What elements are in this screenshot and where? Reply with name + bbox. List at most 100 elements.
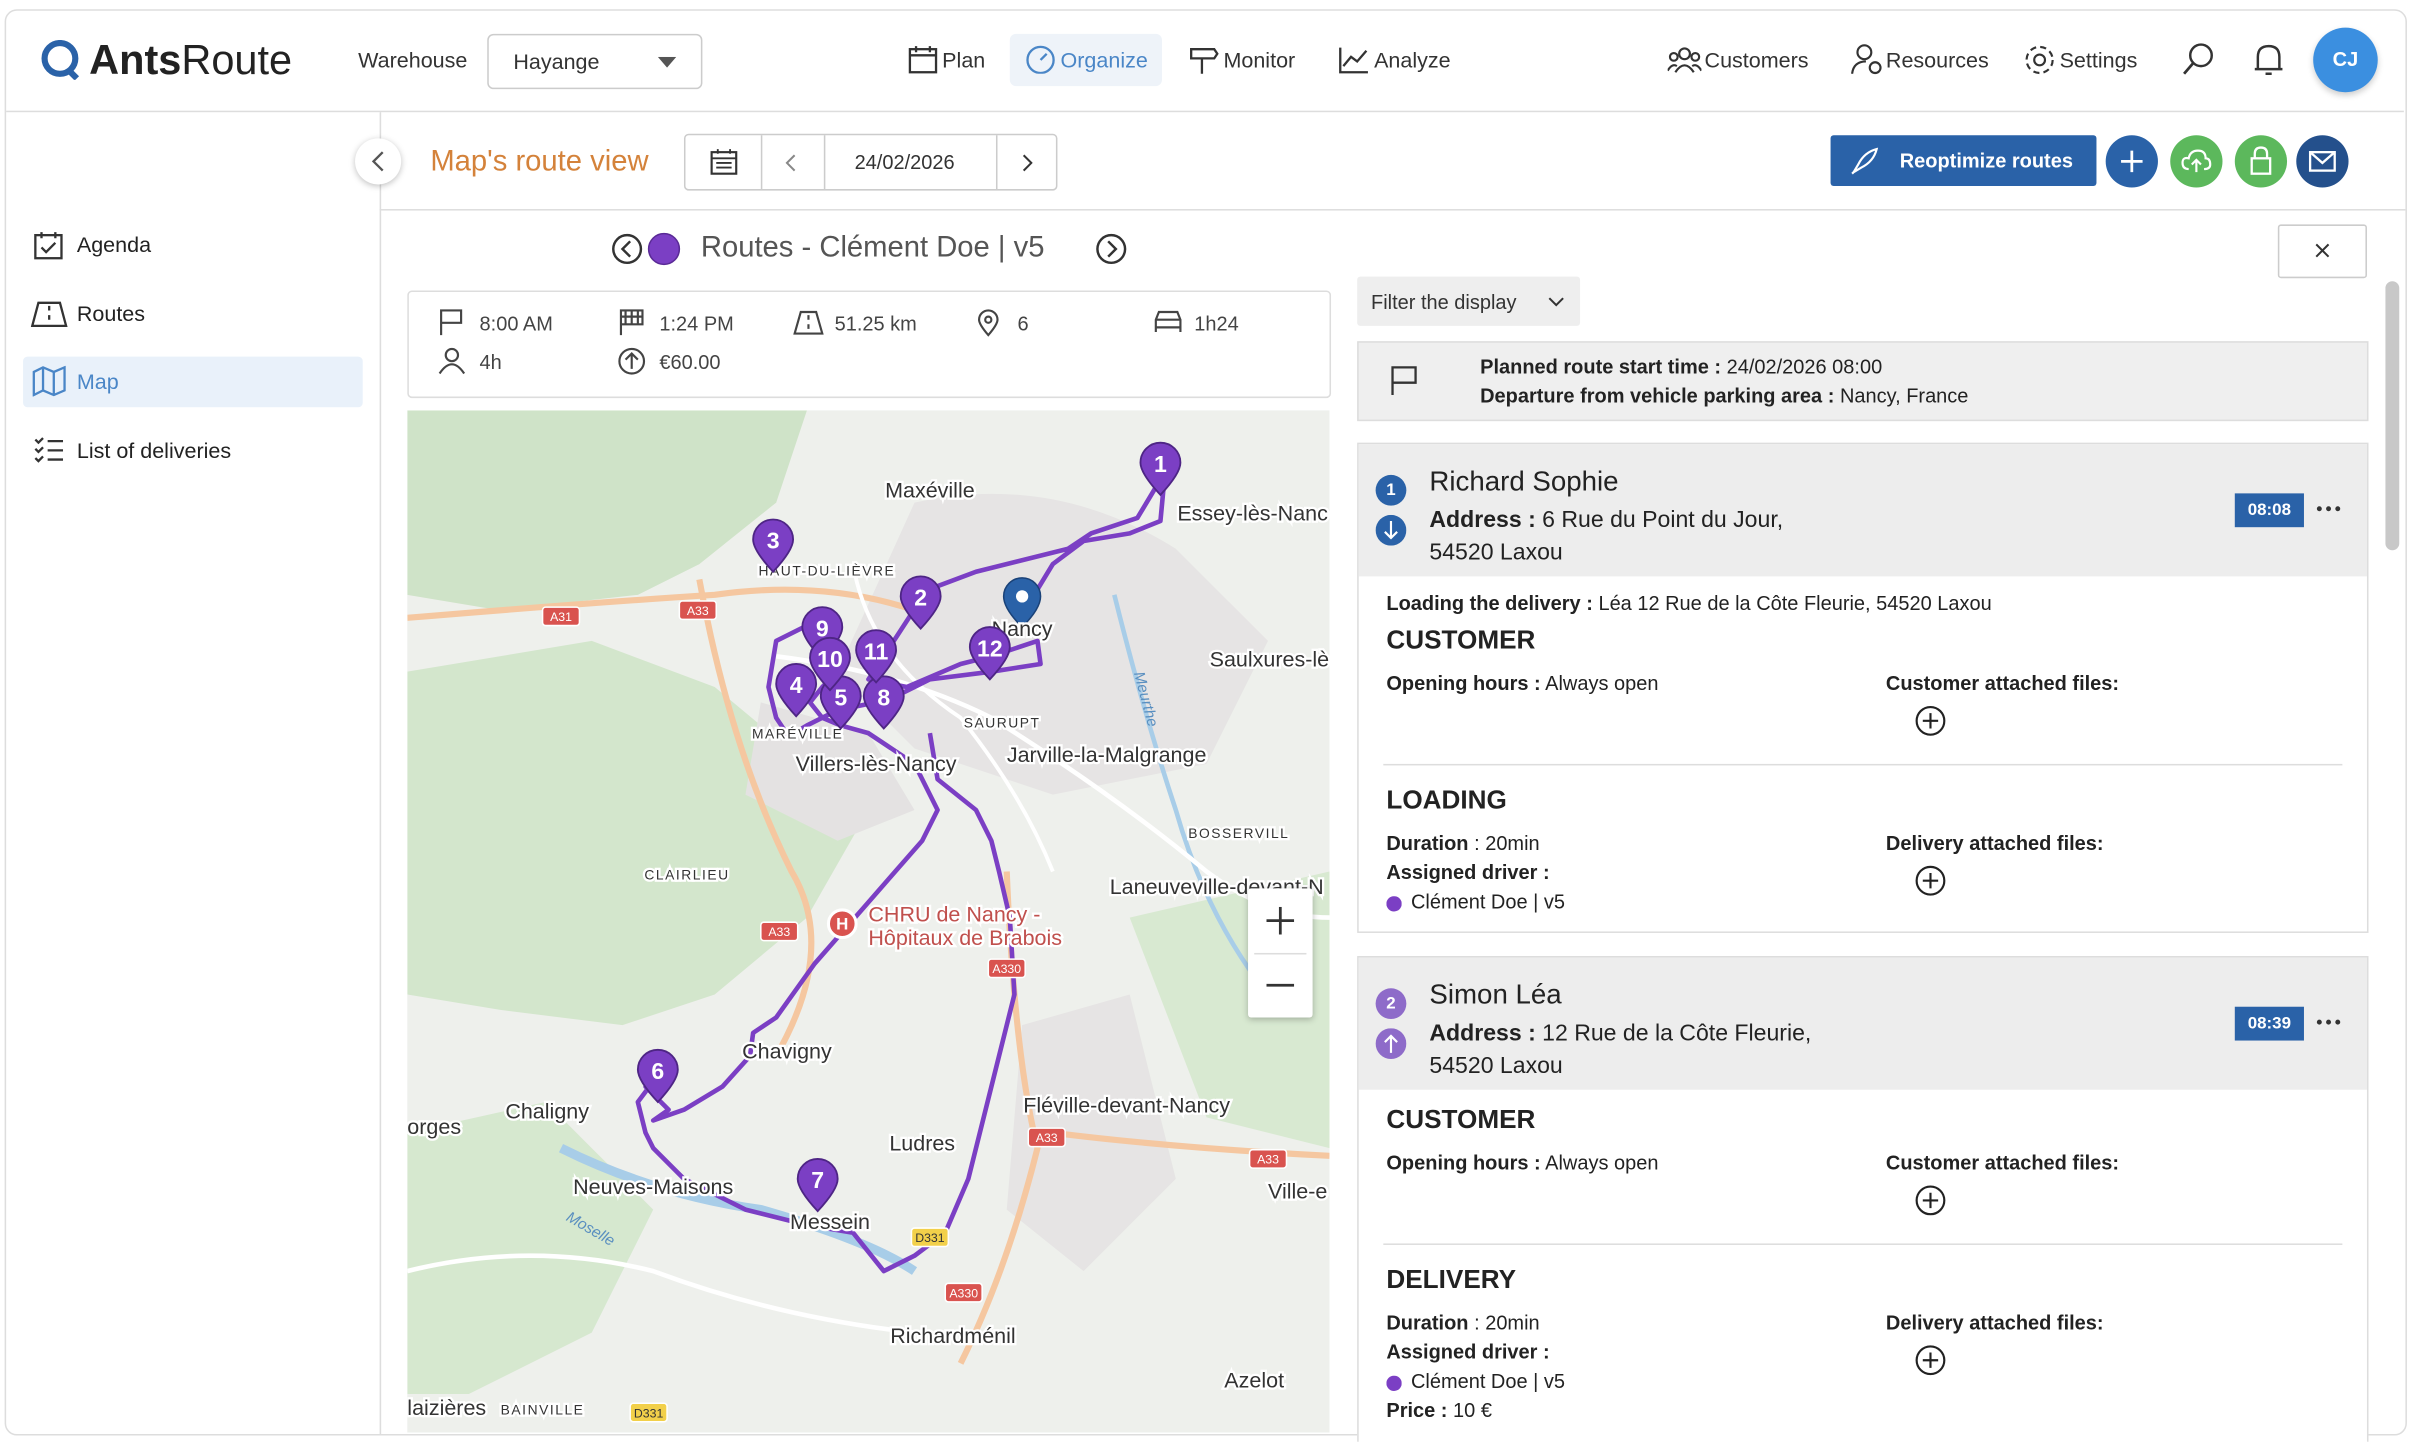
marker-pin xyxy=(899,575,942,630)
lock-button[interactable] xyxy=(2234,135,2288,188)
agenda-icon xyxy=(34,232,63,260)
marker-pin xyxy=(855,629,897,684)
price: Price : 10 € xyxy=(1386,1399,1492,1422)
zoom-in[interactable] xyxy=(1266,906,1295,935)
customer-files: Customer attached files: xyxy=(1886,1151,2119,1174)
map[interactable]: Maxéville Essey-lès-Nanc HAUT-DU-LIÈVRE Nan… xyxy=(407,410,1330,1433)
close-icon xyxy=(2315,243,2330,258)
scrollbar[interactable] xyxy=(2385,281,2400,551)
logo-bold: Ants xyxy=(89,36,182,83)
map-place-label: Ville-e xyxy=(1268,1179,1327,1203)
loading: Loading the delivery : Léa 12 Rue de la … xyxy=(1386,592,1991,615)
filter-label: Filter the display xyxy=(1371,290,1517,314)
stat-value: 6 xyxy=(1017,312,1029,336)
nav-customers[interactable]: Customers xyxy=(1704,47,1809,73)
reoptimize-button[interactable]: Reoptimize routes xyxy=(1830,135,2097,186)
departure-value: Nancy, France xyxy=(1839,384,1969,408)
nav-analyze[interactable]: Analyze xyxy=(1374,47,1451,73)
duration: Duration : 20min xyxy=(1386,1311,1539,1334)
road-badge xyxy=(1248,1148,1288,1169)
map-place-label: Nancy xyxy=(992,617,1053,641)
nav-monitor[interactable]: Monitor xyxy=(1223,47,1296,73)
prev-day[interactable] xyxy=(785,154,797,172)
add-file xyxy=(1915,1185,1946,1216)
date-sep xyxy=(760,135,763,190)
stop-address: Address : 12 Rue de la Côte Fleurie, 5452… xyxy=(1429,1017,1811,1082)
logo-light: Route xyxy=(181,36,293,83)
avatar[interactable]: CJ xyxy=(2313,27,2378,93)
mail-button[interactable] xyxy=(2296,135,2349,188)
calendar-button[interactable] xyxy=(710,148,738,176)
map-place-label: Neuves-Maisons xyxy=(573,1175,733,1199)
stop-header[interactable]: 1 Richard Sophie Address : 6 Rue du Point … xyxy=(1358,444,2367,577)
stop-header[interactable]: 2 Simon Léa Address : 12 Rue de la Côte Fl… xyxy=(1358,957,2367,1090)
driver-dot xyxy=(1386,1375,1402,1391)
driver-name: Clément Doe | v5 xyxy=(1410,1369,1565,1393)
side-routes[interactable]: Routes xyxy=(76,301,146,326)
stat-icon xyxy=(618,347,646,375)
departure-label: Departure from vehicle parking area : xyxy=(1480,384,1835,408)
sidebar-divider xyxy=(379,112,382,1435)
side-agenda[interactable]: Agenda xyxy=(76,232,152,257)
stat-icon xyxy=(977,309,999,337)
customer-files: Customer attached files: xyxy=(1886,672,2119,695)
side-list[interactable]: List of deliveries xyxy=(76,438,232,463)
route-marker: 1 xyxy=(1139,441,1182,497)
marker-label: 5 xyxy=(834,684,847,710)
close-button[interactable] xyxy=(2277,224,2367,279)
route-title: Routes - Clément Doe | v5 xyxy=(700,232,1045,265)
section-title: DELIVERY xyxy=(1386,1264,1517,1295)
next-day[interactable] xyxy=(1021,154,1033,172)
marker-label: 4 xyxy=(790,672,803,698)
route-marker: 6 xyxy=(636,1048,679,1104)
customer-files-label: Customer attached files: xyxy=(1885,1151,2120,1175)
map-place-label: Essey-lès-Nanc xyxy=(1177,502,1328,526)
filter-arrow xyxy=(1548,297,1564,307)
poi-label: Hôpitaux de Brabois xyxy=(868,926,1062,950)
nav-resources[interactable]: Resources xyxy=(1885,47,1989,73)
marker-label: 2 xyxy=(914,585,927,611)
stat-icon xyxy=(440,309,463,336)
warehouse-select[interactable]: Hayange xyxy=(487,33,703,90)
zoom-out[interactable] xyxy=(1266,971,1295,999)
delivery-files: Delivery attached files: xyxy=(1886,832,2104,855)
map-place-label: Villers-lès-Nancy xyxy=(796,752,957,776)
loading-value: Léa 12 Rue de la Côte Fleurie, 54520 Lax… xyxy=(1598,591,1992,615)
road-label: A33 xyxy=(1257,1153,1279,1167)
assigned-driver-label: Assigned driver : xyxy=(1386,1340,1550,1364)
marker-pin xyxy=(636,1048,679,1104)
collapse-button[interactable] xyxy=(355,138,402,185)
bell-icon[interactable] xyxy=(2253,43,2284,78)
analyze-icon xyxy=(1339,47,1368,74)
upload-button[interactable] xyxy=(2170,135,2223,188)
stop-name: Simon Léa xyxy=(1429,979,1562,1010)
marker-label: 7 xyxy=(811,1167,824,1193)
side-map[interactable]: Map xyxy=(76,368,119,394)
marker-pin xyxy=(796,1158,839,1213)
address-line: 12 Rue de la Côte Fleurie, xyxy=(1542,1020,1812,1047)
map-icon xyxy=(32,365,66,397)
nav-organize[interactable]: Organize xyxy=(1060,47,1148,73)
nav-plan[interactable]: Plan xyxy=(942,47,986,73)
assigned-driver: Assigned driver : xyxy=(1386,1340,1549,1363)
filter-button[interactable]: Filter the display xyxy=(1357,276,1581,326)
add-button[interactable] xyxy=(2105,135,2158,188)
map-place-label: Azelot xyxy=(1224,1368,1284,1392)
stat-value: 4h xyxy=(479,350,502,374)
assigned-driver: Assigned driver : xyxy=(1386,861,1549,884)
address-line: 54520 Laxou xyxy=(1429,1052,1563,1079)
route-marker: 10 xyxy=(809,637,851,692)
customers-icon xyxy=(1667,47,1702,73)
road-badge xyxy=(987,958,1026,979)
logo[interactable]: AntsRoute xyxy=(89,37,292,85)
delivery-files: Delivery attached files: xyxy=(1886,1311,2104,1334)
start-box: Planned route start time : 24/02/2026 08… xyxy=(1357,341,2369,422)
loading-label: Loading the delivery : xyxy=(1386,591,1593,615)
nav-settings[interactable]: Settings xyxy=(2059,47,2138,73)
marker-label: 9 xyxy=(816,615,829,641)
map-place-label: Richardménil xyxy=(890,1324,1015,1348)
route-marker: 2 xyxy=(899,575,942,630)
opening-hours-value: Always open xyxy=(1545,1151,1659,1175)
search-icon[interactable] xyxy=(2181,43,2215,77)
add-file xyxy=(1915,1345,1946,1376)
